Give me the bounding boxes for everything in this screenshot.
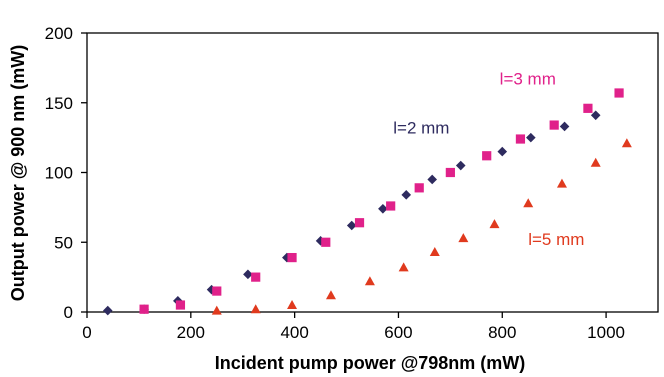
y-tick-label: 0 <box>64 303 73 322</box>
diamond-point <box>497 146 508 157</box>
diamond-point <box>243 269 253 280</box>
diamond-point <box>590 110 601 121</box>
x-axis-title: Incident pump power @798nm (mW) <box>215 353 526 373</box>
triangle-point <box>489 219 500 229</box>
triangle-point <box>523 198 534 208</box>
triangle-point <box>250 304 261 314</box>
y-tick-label: 100 <box>45 164 73 183</box>
square-point <box>321 237 331 247</box>
diamond-point <box>401 190 412 200</box>
square-point <box>614 88 624 98</box>
y-tick-label: 200 <box>45 24 73 43</box>
triangle-point <box>211 305 222 315</box>
triangle-point <box>590 157 601 167</box>
square-point <box>482 151 492 161</box>
x-axis-ticks: 0 200 400 600 800 1000 <box>82 312 625 342</box>
series-3 <box>211 138 632 315</box>
plot-area-border <box>86 32 659 313</box>
diamond-point <box>378 203 388 214</box>
y-tick-label: 50 <box>54 233 73 252</box>
square-point <box>549 120 559 130</box>
series-1 <box>102 110 601 316</box>
diamond-point <box>526 132 536 143</box>
diamond-point <box>102 305 113 316</box>
square-point <box>287 252 297 263</box>
triangle-point <box>556 178 567 188</box>
data-points <box>102 88 632 316</box>
square-point <box>139 304 149 314</box>
x-tick-label: 400 <box>280 323 308 342</box>
diamond-point <box>455 160 466 171</box>
diamond-point <box>427 174 437 185</box>
square-point <box>445 167 455 178</box>
triangle-point <box>287 300 298 310</box>
series-label-1: l=2 mm <box>393 118 449 137</box>
diamond-point <box>315 236 326 246</box>
square-point <box>175 300 186 310</box>
series-label-2: l=3 mm <box>500 70 556 89</box>
triangle-point <box>325 290 336 300</box>
x-tick-label: 200 <box>177 323 205 342</box>
diamond-point <box>346 220 357 231</box>
series-annotations: l=2 mm l=3 mm l=5 mm <box>393 70 584 249</box>
x-tick-label: 0 <box>82 323 91 342</box>
plot-frame <box>86 32 659 313</box>
y-tick-label: 150 <box>45 94 73 113</box>
square-point <box>583 103 593 113</box>
square-point <box>251 272 261 282</box>
diamond-point <box>559 121 570 132</box>
square-point <box>386 201 396 211</box>
x-tick-label: 1000 <box>587 323 625 342</box>
square-point <box>212 286 222 296</box>
series-label-3: l=5 mm <box>528 230 584 249</box>
square-point <box>354 218 365 228</box>
triangle-point <box>458 233 469 243</box>
triangle-point <box>364 276 375 286</box>
y-axis-ticks: 0 50 100 150 200 <box>45 24 87 322</box>
x-tick-label: 600 <box>384 323 412 342</box>
series-2 <box>139 88 624 314</box>
triangle-point <box>398 262 409 272</box>
square-point <box>515 134 526 144</box>
triangle-point <box>429 247 440 257</box>
y-axis-title: Output power @ 900 nm (mW) <box>8 45 28 302</box>
square-point <box>414 183 424 193</box>
triangle-point <box>621 138 632 148</box>
x-tick-label: 800 <box>488 323 516 342</box>
